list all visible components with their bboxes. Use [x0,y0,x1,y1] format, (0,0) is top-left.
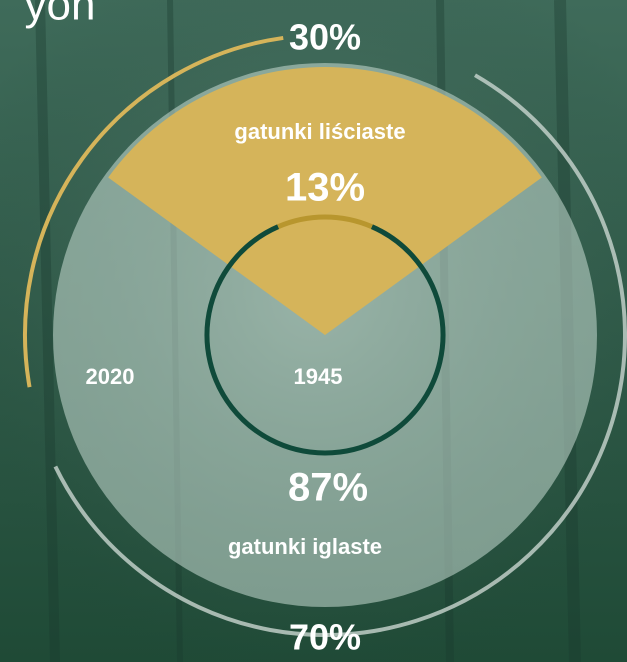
value-label: 87% [288,466,368,510]
inner-sector [278,216,372,335]
category-label: gatunki iglaste [228,534,382,559]
series-label: 1945 [294,364,343,389]
category-label: gatunki liściaste [234,119,405,144]
pie-sector [108,67,542,336]
value-label: 13% [285,166,365,210]
inner-ring-arc [204,224,446,456]
heading-fragment: yon [25,0,96,30]
series-label: 2020 [86,364,135,389]
outer-ring-arc [53,73,627,637]
chart: 30% 70% gatunki liściaste 13% 2020 1945 87% gat… [23,17,627,658]
outer-ring-arc [23,35,284,388]
inner-ring-arc [277,214,373,229]
value-label: 70% [289,617,361,658]
value-label: 30% [289,17,361,58]
